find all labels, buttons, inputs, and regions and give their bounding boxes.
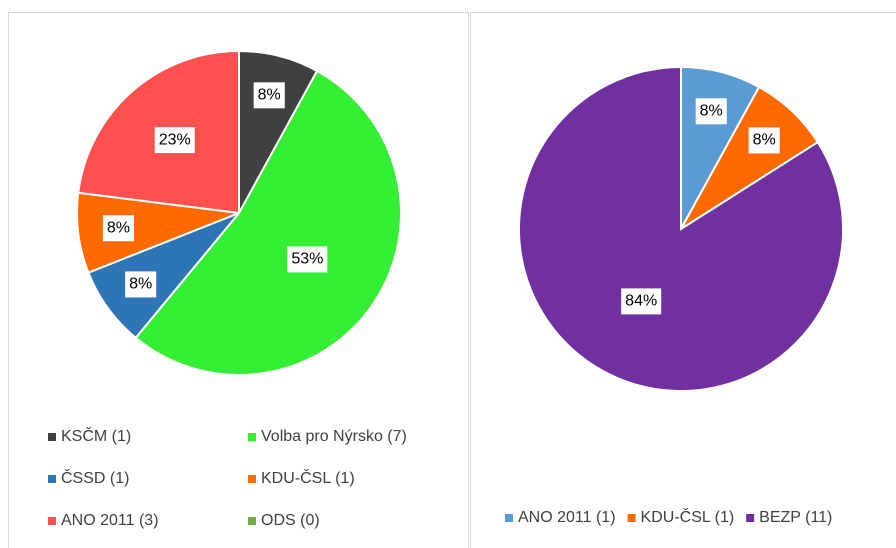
legend-swatch (248, 433, 256, 441)
data-label-box (154, 127, 195, 154)
data-label-box (125, 271, 157, 298)
legend-swatch (627, 514, 636, 522)
legend-label: ANO 2011 (1) (518, 509, 616, 526)
legend-label: KSČM (1) (61, 426, 131, 445)
legend-swatch (248, 517, 256, 525)
legend-swatch (746, 514, 755, 522)
data-label-box (102, 215, 135, 242)
legend-label: ČSSD (1) (61, 468, 129, 487)
data-label-box (287, 246, 328, 273)
data-label-box (621, 288, 662, 315)
legend-label: KDU-ČSL (1) (261, 468, 355, 487)
data-label: 23% (159, 131, 191, 148)
data-label-box (748, 127, 780, 154)
panel-right (470, 12, 896, 548)
legend-swatch (48, 475, 56, 483)
legend-label: ANO 2011 (3) (61, 512, 159, 529)
legend-swatch (48, 517, 56, 525)
data-label-box (695, 98, 727, 125)
data-label-box (253, 82, 285, 109)
panel-left (8, 12, 469, 548)
legend-label: ODS (0) (261, 512, 320, 529)
data-label: 8% (129, 276, 152, 293)
pie-slice (518, 65, 844, 392)
legend-label: BEZP (11) (759, 509, 832, 526)
legend-label: Volba pro Nýrsko (7) (261, 428, 407, 445)
legend-swatch (48, 433, 56, 441)
data-label: 8% (753, 132, 776, 149)
data-label: 53% (291, 251, 323, 268)
data-label: 84% (625, 293, 657, 310)
legend-swatch (505, 514, 513, 522)
data-label: 8% (258, 87, 281, 104)
data-label: 8% (107, 219, 130, 236)
legend-label: KDU-ČSL (1) (641, 507, 735, 526)
data-label: 8% (700, 103, 723, 120)
pie-slice (134, 69, 402, 376)
legend-swatch (248, 475, 256, 483)
